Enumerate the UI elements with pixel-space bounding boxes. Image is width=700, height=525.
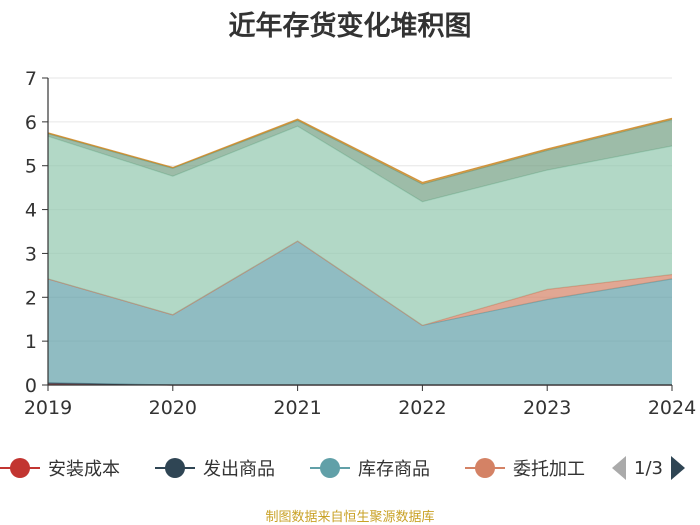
legend-label-4: 委托加工 [513, 459, 585, 480]
x-tick-labels: 2019 2020 2021 2022 2023 2024 [24, 397, 696, 419]
y-tick-label-3: 3 [25, 243, 37, 265]
x-tick-label-3: 2022 [398, 397, 446, 419]
x-tick-label-5: 2024 [648, 397, 696, 419]
y-tick-label-7: 7 [25, 68, 37, 90]
area-series-6 [48, 119, 672, 202]
y-tick-label-6: 6 [25, 112, 37, 134]
legend-prev-icon[interactable] [612, 456, 626, 480]
area-series-5 [48, 126, 672, 326]
legend-item-3[interactable]: 库存商品 [310, 450, 430, 486]
x-tick-label-2: 2021 [273, 397, 321, 419]
y-tick-label-5: 5 [25, 156, 37, 178]
area-series-4 [48, 241, 672, 326]
legend-marker-4 [465, 456, 505, 480]
data-source-footer: 制图数据来自恒生聚源数据库 [265, 510, 435, 525]
legend-label-3: 库存商品 [358, 459, 430, 480]
legend-item-4[interactable]: 委托加工 [465, 450, 585, 486]
x-tick-label-1: 2020 [149, 397, 197, 419]
legend-label-1: 安装成本 [48, 459, 120, 480]
axes [42, 77, 673, 391]
area-line-7 [47, 117, 673, 184]
legend-item-2[interactable]: 发出商品 [155, 450, 275, 486]
legend-item-1[interactable]: 安装成本 [0, 450, 120, 486]
y-tick-label-1: 1 [25, 331, 37, 353]
legend-next-icon[interactable] [670, 456, 685, 480]
x-tick-label-0: 2019 [24, 397, 72, 419]
legend-marker-2 [155, 456, 195, 480]
legend-label-2: 发出商品 [203, 459, 275, 480]
area-series-3 [48, 241, 672, 385]
y-tick-label-0: 0 [25, 375, 37, 397]
y-tick-label-4: 4 [25, 200, 37, 222]
x-tick-label-4: 2023 [523, 397, 571, 419]
y-tick-label-2: 2 [25, 287, 37, 309]
area-series [47, 117, 673, 386]
chart-title: 近年存货变化堆积图 [228, 11, 472, 42]
legend: 安装成本 发出商品 库存商品 委托加工 1/3 [0, 450, 700, 486]
legend-pager: 1/3 [612, 454, 685, 482]
legend-marker-3 [310, 456, 350, 480]
legend-marker-1 [0, 456, 40, 480]
legend-page-indicator: 1/3 [634, 457, 663, 479]
y-tick-labels: 0 1 2 3 4 5 6 7 [25, 68, 37, 397]
